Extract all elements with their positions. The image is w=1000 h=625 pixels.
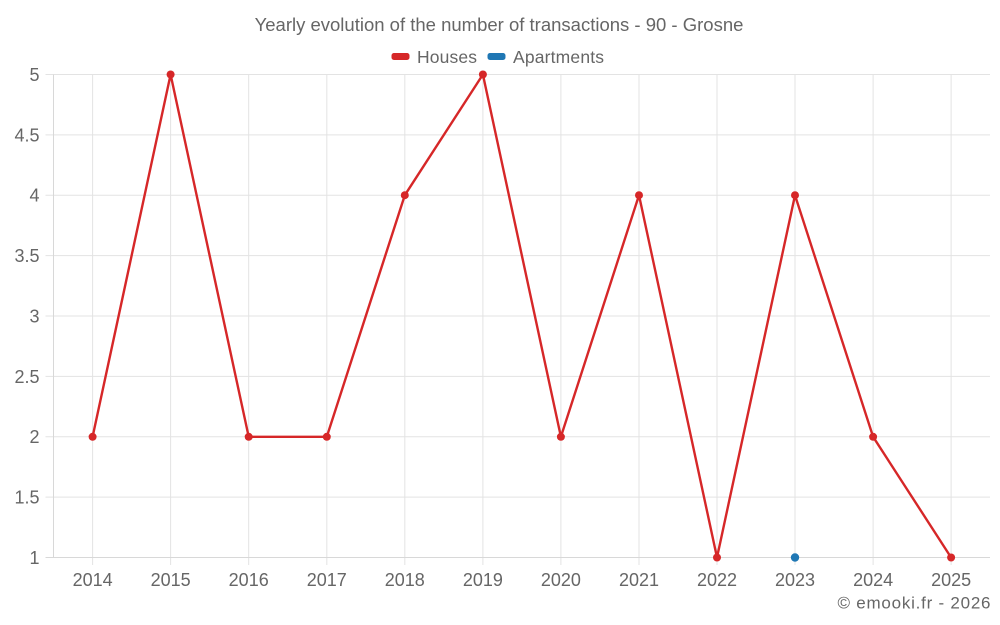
- svg-text:2.5: 2.5: [14, 367, 39, 387]
- svg-text:2022: 2022: [697, 570, 737, 590]
- svg-text:Apartments: Apartments: [513, 47, 604, 67]
- svg-text:© emooki.fr - 2026: © emooki.fr - 2026: [838, 594, 991, 613]
- svg-text:5: 5: [29, 65, 39, 85]
- svg-text:2014: 2014: [73, 570, 113, 590]
- svg-text:1.5: 1.5: [14, 488, 39, 508]
- svg-text:2017: 2017: [307, 570, 347, 590]
- svg-text:2020: 2020: [541, 570, 581, 590]
- svg-text:3.5: 3.5: [14, 246, 39, 266]
- svg-text:2024: 2024: [853, 570, 893, 590]
- svg-text:Yearly evolution of the number: Yearly evolution of the number of transa…: [255, 14, 744, 35]
- svg-text:Houses: Houses: [417, 47, 477, 67]
- svg-text:2016: 2016: [229, 570, 269, 590]
- svg-text:2023: 2023: [775, 570, 815, 590]
- svg-text:4: 4: [29, 186, 39, 206]
- svg-text:2: 2: [29, 427, 39, 447]
- svg-text:2021: 2021: [619, 570, 659, 590]
- svg-text:2015: 2015: [151, 570, 191, 590]
- svg-text:3: 3: [29, 306, 39, 326]
- svg-text:2019: 2019: [463, 570, 503, 590]
- svg-text:2025: 2025: [931, 570, 971, 590]
- svg-text:4.5: 4.5: [14, 125, 39, 145]
- svg-text:1: 1: [29, 548, 39, 568]
- svg-text:2018: 2018: [385, 570, 425, 590]
